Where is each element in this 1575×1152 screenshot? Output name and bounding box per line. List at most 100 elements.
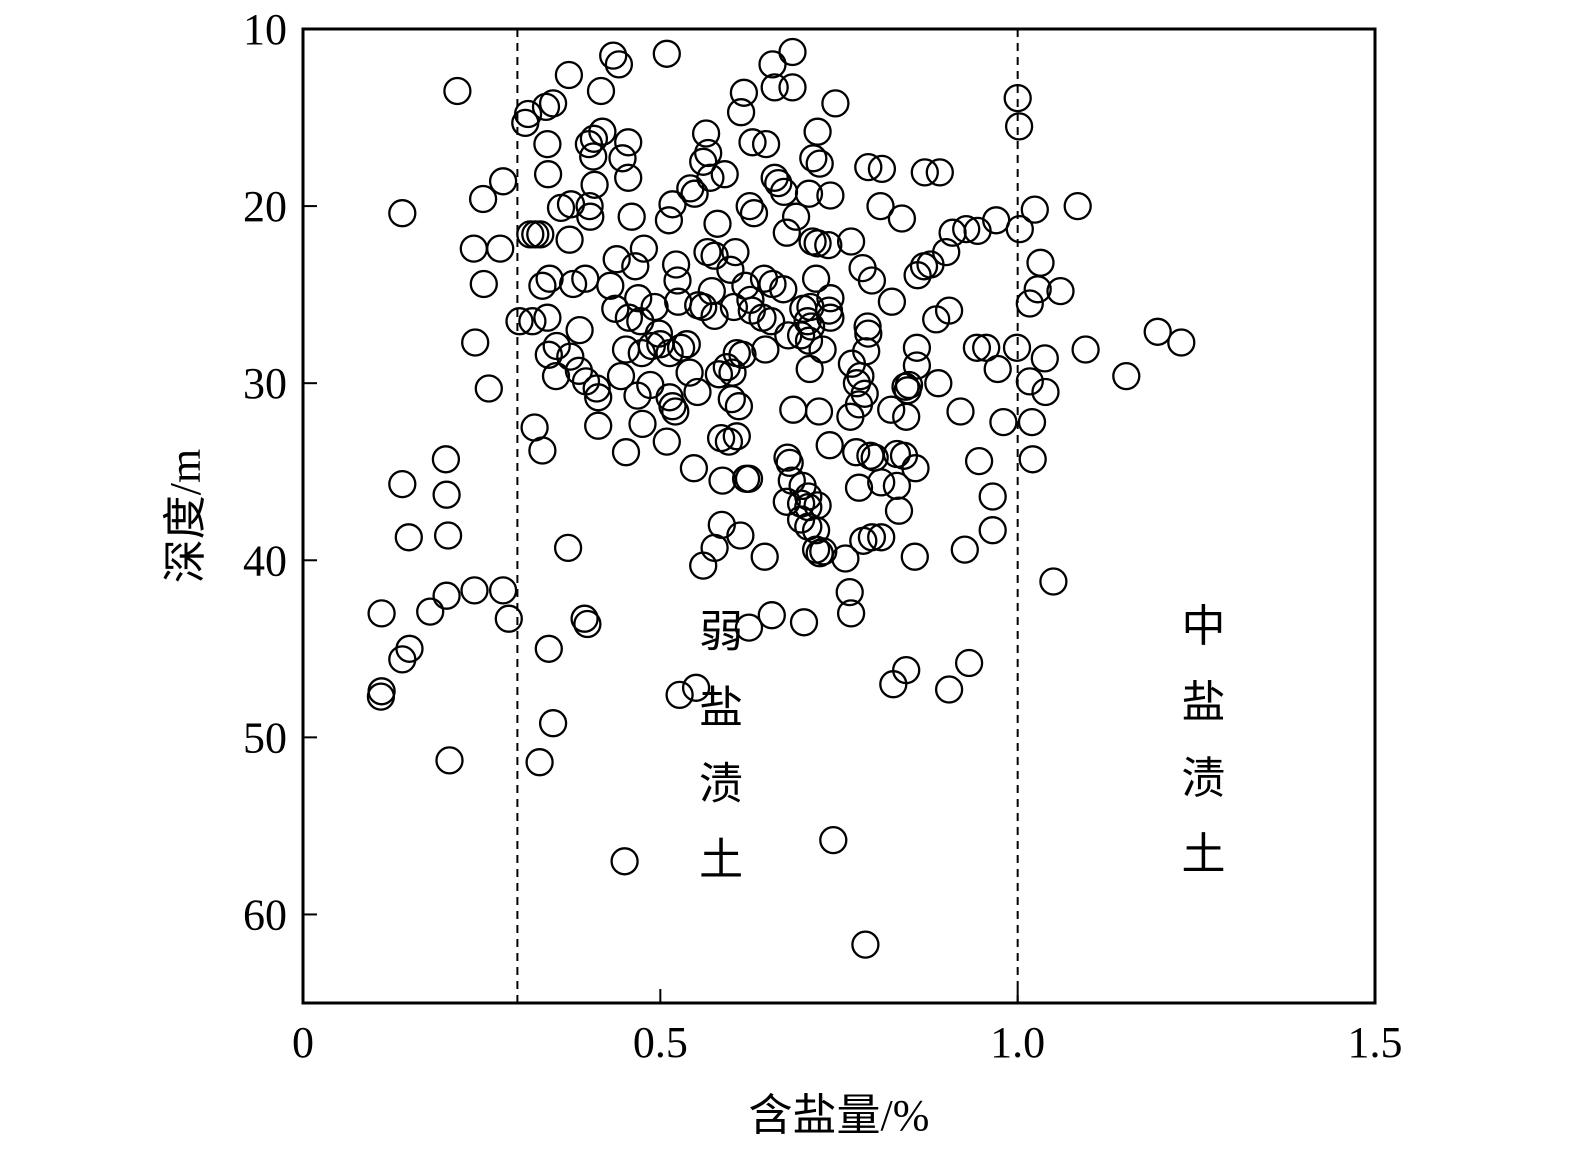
data-point (1002, 333, 1032, 362)
data-point (675, 358, 704, 387)
data-point (1112, 361, 1141, 391)
data-point (431, 445, 461, 474)
data-point (803, 229, 832, 258)
data-point (416, 597, 445, 626)
data-point (816, 284, 845, 313)
data-point (661, 250, 691, 279)
data-point (546, 193, 576, 223)
data-point (758, 50, 787, 79)
data-point (1017, 407, 1047, 437)
data-point (836, 402, 865, 431)
data-point (963, 216, 992, 246)
data-point (558, 269, 588, 299)
data-point (533, 129, 562, 159)
data-point (697, 276, 726, 306)
data-point (624, 284, 653, 313)
data-point (541, 361, 571, 391)
data-point (584, 383, 613, 412)
data-point (892, 402, 921, 431)
data-point (799, 144, 828, 173)
data-point (602, 245, 631, 274)
data-point (794, 326, 824, 355)
data-point (924, 369, 953, 398)
zone-label-char: 盐 (1181, 678, 1225, 727)
data-point (1026, 248, 1055, 277)
data-point (1167, 328, 1196, 357)
data-point (805, 149, 834, 178)
data-point (611, 438, 641, 467)
data-points (366, 37, 1196, 959)
data-point (760, 73, 789, 102)
data-point (809, 537, 838, 566)
data-point (934, 675, 964, 704)
data-point (700, 301, 729, 331)
x-tick-label: 0 (292, 1018, 314, 1067)
data-point (816, 303, 845, 332)
data-point (617, 202, 646, 231)
data-point (962, 333, 992, 362)
data-point (535, 264, 564, 293)
data-point (778, 73, 807, 102)
data-point (772, 487, 801, 516)
data-point (388, 469, 417, 499)
data-point (505, 307, 534, 336)
data-point (703, 209, 732, 238)
zone-label-char: 盐 (699, 683, 743, 732)
data-point (884, 496, 914, 525)
data-point (526, 220, 555, 249)
data-point (851, 930, 880, 959)
data-point (531, 92, 561, 122)
data-point (666, 333, 696, 362)
data-point (804, 397, 834, 426)
data-point (658, 392, 687, 421)
data-point (693, 237, 722, 267)
data-point (689, 551, 718, 580)
data-point (857, 266, 887, 295)
data-point (614, 128, 643, 157)
data-point (726, 98, 756, 127)
data-point (772, 218, 801, 247)
data-point (954, 648, 984, 678)
data-point (533, 303, 562, 332)
data-point (672, 330, 701, 359)
data-point (815, 431, 844, 460)
data-point (691, 119, 721, 148)
data-point (774, 321, 803, 350)
data-point (627, 338, 656, 368)
data-point (901, 454, 930, 483)
data-point (877, 287, 907, 316)
data-point (867, 154, 897, 184)
data-point (623, 381, 652, 410)
data-point (538, 709, 568, 738)
data-point (1015, 289, 1044, 318)
data-point (735, 191, 764, 221)
data-point (922, 305, 951, 334)
data-point (621, 252, 650, 281)
data-point (576, 202, 605, 231)
data-point (712, 353, 741, 382)
data-point (844, 473, 874, 502)
data-point (1005, 214, 1034, 244)
data-point (681, 673, 711, 702)
data-point (366, 682, 396, 711)
data-point (582, 374, 611, 403)
data-point (652, 39, 681, 68)
data-point (1018, 445, 1047, 474)
data-point (579, 142, 608, 171)
data-point (488, 167, 518, 196)
data-point (704, 360, 734, 389)
data-point (629, 234, 659, 263)
data-point (793, 307, 822, 336)
data-point (751, 129, 781, 159)
data-point (433, 521, 463, 550)
data-point (717, 384, 746, 414)
data-point (866, 191, 895, 221)
y-tick-label: 10 (243, 5, 287, 54)
y-tick-label: 40 (243, 536, 287, 585)
data-point (574, 129, 604, 159)
data-point (1046, 276, 1075, 306)
data-point (721, 237, 750, 267)
data-point (518, 307, 547, 336)
